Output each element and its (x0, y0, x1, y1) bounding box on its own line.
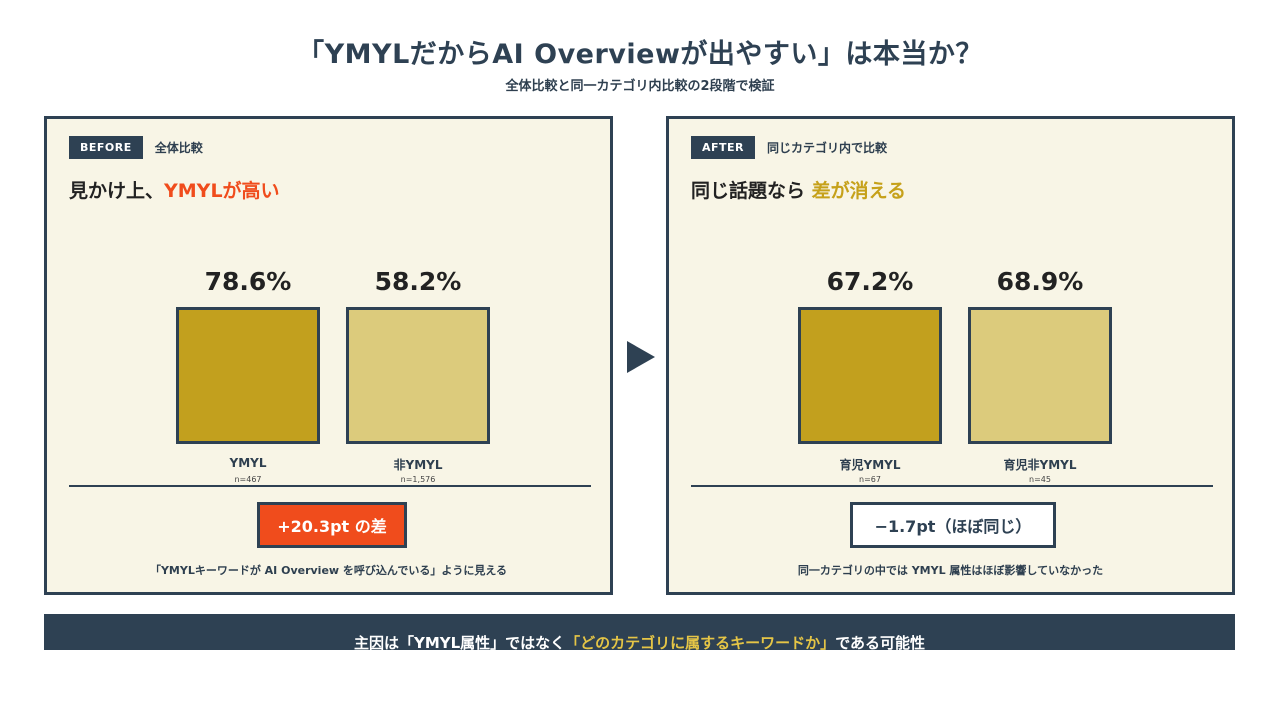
before-heading-highlight: YMYLが高い (164, 180, 280, 202)
bar-sample-size: n=45 (1029, 475, 1051, 484)
diff-badge: +20.3pt の差 (257, 502, 407, 548)
before-note: 「YMYLキーワードが AI Overview を呼び込んでいる」ように見える (149, 564, 508, 577)
bar-value-label: 58.2% (374, 267, 462, 296)
page-subtitle: 全体比較と同一カテゴリ内比較の2段階で検証 (505, 79, 775, 94)
bar-sample-size: n=67 (859, 475, 881, 484)
conclusion-highlight: 「どのカテゴリに属するキーワードか」 (565, 634, 836, 650)
after-heading-highlight: 差が消える (811, 180, 907, 202)
conclusion-pre: 主因は「YMYL属性」ではなく (353, 634, 566, 650)
before-heading-text: 見かけ上、 (69, 180, 165, 202)
after-tag: AFTER (691, 136, 756, 159)
bar-category-label: 非YMYL (393, 458, 443, 472)
before-panel: BEFORE 全体比較 見かけ上、YMYLが高い 78.6% 58.2% YMY… (44, 116, 613, 595)
page-title: 「YMYLだからAI Overviewが出やすい」は本当か？ (297, 39, 983, 70)
bar-ymyl (176, 307, 320, 444)
bar-value-label: 67.2% (826, 267, 914, 296)
bar-childcare-non-ymyl (968, 307, 1112, 444)
before-tag: BEFORE (69, 136, 143, 159)
before-tag-desc: 全体比較 (154, 141, 203, 155)
before-tag-row: BEFORE 全体比較 (69, 136, 203, 159)
bar-value-label: 78.6% (204, 267, 292, 296)
after-panel: AFTER 同じカテゴリ内で比較 同じ話題なら 差が消える 67.2% 68.9… (666, 116, 1235, 595)
triangle-right-icon (627, 341, 655, 373)
after-heading-text: 同じ話題なら (691, 180, 812, 202)
before-heading: 見かけ上、YMYLが高い (69, 176, 280, 203)
x-axis-line (691, 485, 1213, 487)
conclusion-banner: 主因は「YMYL属性」ではなく「どのカテゴリに属するキーワードか」である可能性 (44, 614, 1235, 650)
x-axis-line (69, 485, 591, 487)
bar-category-label: YMYL (229, 456, 267, 470)
conclusion-text: 主因は「YMYL属性」ではなく「どのカテゴリに属するキーワードか」である可能性 (44, 632, 1235, 650)
after-heading: 同じ話題なら 差が消える (691, 176, 906, 203)
conclusion-post: である可能性 (835, 634, 926, 650)
bar-sample-size: n=467 (234, 475, 262, 484)
bar-childcare-ymyl (798, 307, 942, 444)
after-tag-desc: 同じカテゴリ内で比較 (767, 141, 888, 155)
after-tag-row: AFTER 同じカテゴリ内で比較 (691, 136, 887, 159)
diff-badge: −1.7pt（ほぼ同じ） (850, 502, 1056, 548)
bar-sample-size: n=1,576 (400, 475, 436, 484)
after-note: 同一カテゴリの中では YMYL 属性はほぼ影響していなかった (797, 564, 1104, 577)
bar-category-label: 育児非YMYL (1003, 458, 1077, 472)
bar-non-ymyl (346, 307, 490, 444)
bar-category-label: 育児YMYL (839, 458, 901, 472)
bar-value-label: 68.9% (996, 267, 1084, 296)
